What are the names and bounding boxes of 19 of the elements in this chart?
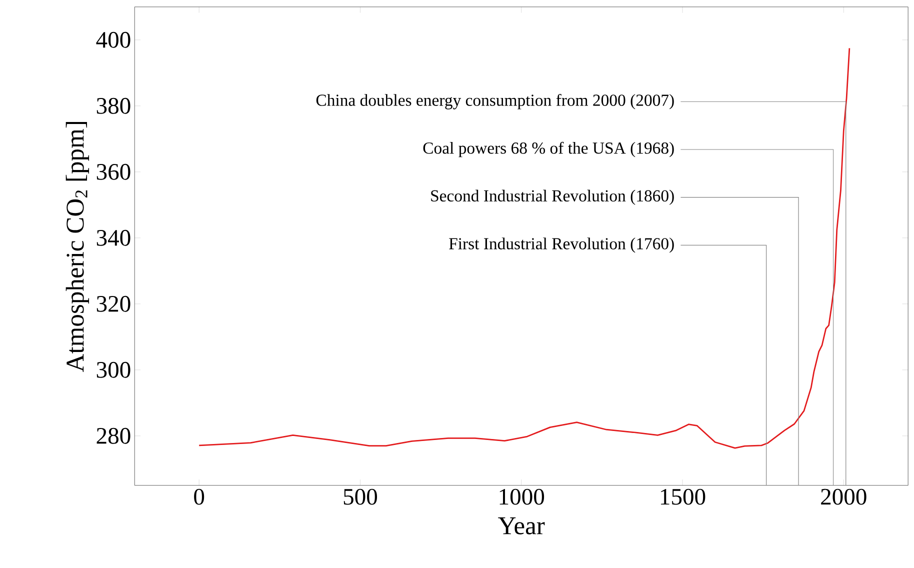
ref-line-label: First Industrial Revolution (1760) xyxy=(449,237,674,253)
ref-line-label: Coal powers 68 % of the USA (1968) xyxy=(423,142,674,158)
ref-line-label: Second Industrial Revolution (1860) xyxy=(431,190,674,205)
y-tick-label: 360 xyxy=(96,164,130,180)
y-tick-label: 300 xyxy=(96,362,130,378)
x-tick-label: 2000 xyxy=(821,488,866,505)
x-tick-label: 500 xyxy=(344,488,378,505)
y-tick-label: 340 xyxy=(96,230,130,246)
y-tick-label: 400 xyxy=(96,32,130,48)
y-tick-label: 280 xyxy=(96,428,130,444)
x-tick-label: 1500 xyxy=(660,488,706,505)
y-tick-label: 320 xyxy=(96,296,130,312)
y-tick-label: 380 xyxy=(96,98,130,114)
y-axis-title: Atmospheric CO$_{2}$ [ppm] xyxy=(66,122,90,372)
x-axis-title: Year xyxy=(498,517,545,534)
x-tick-label: 1000 xyxy=(500,488,544,505)
x-tick-label: 0 xyxy=(194,488,204,505)
ref-line-label: China doubles energy consumption from 2000 (2007) xyxy=(316,94,674,110)
line-series xyxy=(198,47,850,449)
